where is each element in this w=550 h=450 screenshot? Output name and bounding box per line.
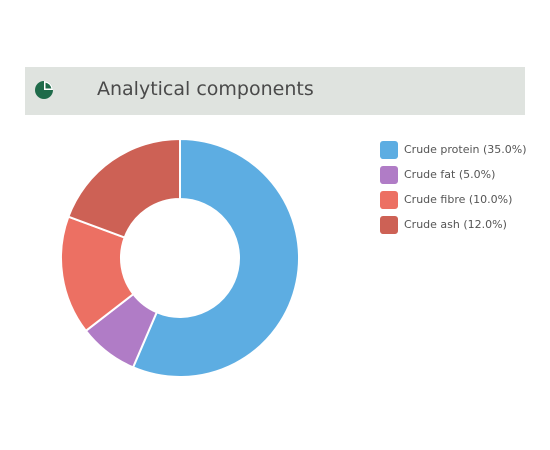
pie-chart-icon — [35, 81, 53, 99]
donut-slice-3[interactable] — [67, 137, 181, 239]
legend-swatch — [380, 190, 398, 209]
legend-swatch — [380, 140, 398, 159]
legend-swatch — [380, 215, 398, 234]
page-title: Analytical components — [97, 78, 314, 100]
legend-label: Crude fibre (10.0%) — [404, 193, 513, 206]
legend-item-0[interactable]: Crude protein (35.0%) — [380, 139, 545, 160]
legend-item-1[interactable]: Crude fat (5.0%) — [380, 164, 545, 185]
legend-item-2[interactable]: Crude fibre (10.0%) — [380, 189, 545, 210]
legend-swatch — [380, 165, 398, 184]
legend-label: Crude fat (5.0%) — [404, 168, 496, 181]
chart-legend: Crude protein (35.0%) Crude fat (5.0%) Cru… — [380, 139, 545, 239]
chart-header: Analytical components — [25, 67, 525, 115]
legend-label: Crude protein (35.0%) — [404, 143, 527, 156]
legend-label: Crude ash (12.0%) — [404, 218, 507, 231]
legend-item-3[interactable]: Crude ash (12.0%) — [380, 214, 545, 235]
donut-slice-0[interactable] — [131, 137, 300, 378]
